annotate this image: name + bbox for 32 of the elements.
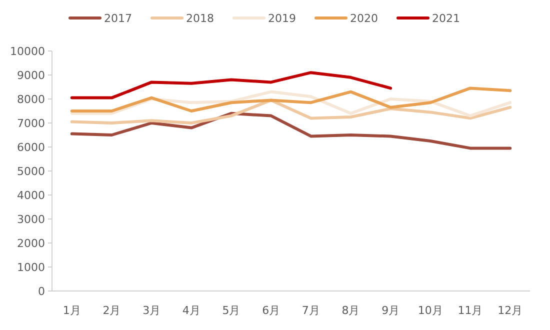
x-tick-label: 7月 bbox=[302, 304, 320, 317]
x-tick-label: 3月 bbox=[142, 304, 161, 317]
legend-label: 2021 bbox=[432, 12, 460, 25]
x-tick-label: 11月 bbox=[458, 304, 483, 317]
line-series bbox=[70, 112, 512, 150]
y-tick-label: 6000 bbox=[17, 141, 45, 154]
x-tick-label: 12月 bbox=[498, 304, 523, 317]
y-tick-label: 10000 bbox=[10, 45, 45, 58]
y-tick-label: 8000 bbox=[17, 93, 45, 106]
x-tick-label: 9月 bbox=[382, 304, 400, 317]
y-tick-label: 0 bbox=[38, 285, 45, 298]
x-tick-label: 1月 bbox=[62, 304, 81, 317]
x-tick-label: 5月 bbox=[222, 304, 240, 317]
y-tick-label: 3000 bbox=[17, 213, 45, 226]
x-tick-label: 2月 bbox=[102, 304, 121, 317]
y-tick-label: 2000 bbox=[17, 237, 45, 250]
legend-label: 2017 bbox=[104, 12, 132, 25]
y-tick-label: 5000 bbox=[17, 165, 45, 178]
x-tick-label: 8月 bbox=[342, 304, 360, 317]
x-tick-label: 6月 bbox=[262, 304, 280, 317]
legend-label: 2019 bbox=[268, 12, 296, 25]
y-tick-label: 1000 bbox=[17, 261, 45, 274]
y-tick-label: 7000 bbox=[17, 117, 45, 130]
legend-label: 2018 bbox=[186, 12, 214, 25]
x-tick-label: 10月 bbox=[418, 304, 443, 317]
line-series bbox=[70, 86, 512, 112]
x-tick-label: 4月 bbox=[182, 304, 200, 317]
line-series bbox=[70, 71, 392, 100]
line-series bbox=[70, 98, 512, 124]
y-tick-label: 9000 bbox=[17, 69, 45, 82]
legend-label: 2020 bbox=[350, 12, 378, 25]
y-tick-label: 4000 bbox=[17, 189, 45, 202]
